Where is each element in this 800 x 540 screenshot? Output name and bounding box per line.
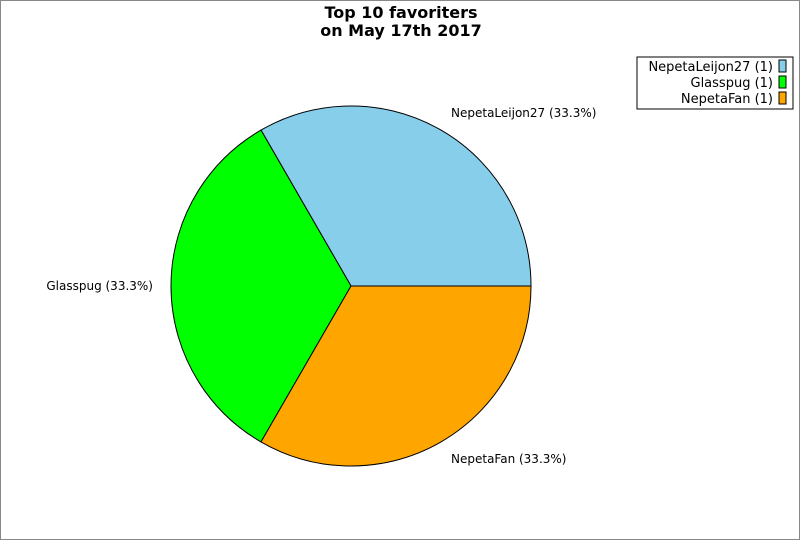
slice-label-nepetafan: NepetaFan (33.3%): [451, 452, 566, 466]
pie-slice-nepetaleijon27: [260, 105, 532, 287]
legend-swatch-nepetaleijon27: [778, 59, 787, 73]
slice-label-glasspug: Glasspug (33.3%): [46, 279, 153, 293]
legend-label-nepetafan: NepetaFan (1): [681, 92, 773, 107]
legend-label-nepetaleijon27: NepetaLeijon27 (1): [648, 60, 773, 75]
slice-label-nepetaleijon27: NepetaLeijon27 (33.3%): [451, 106, 596, 120]
chart-title-line-1: Top 10 favoriters: [324, 3, 477, 22]
legend-box: [636, 56, 794, 110]
legend-swatch-glasspug: [778, 75, 787, 89]
legend-label-glasspug: Glasspug (1): [691, 76, 774, 91]
pie-slice-nepetafan: [260, 285, 532, 467]
legend-swatch-nepetafan: [778, 91, 787, 105]
chart-title-line-2: on May 17th 2017: [320, 21, 482, 40]
